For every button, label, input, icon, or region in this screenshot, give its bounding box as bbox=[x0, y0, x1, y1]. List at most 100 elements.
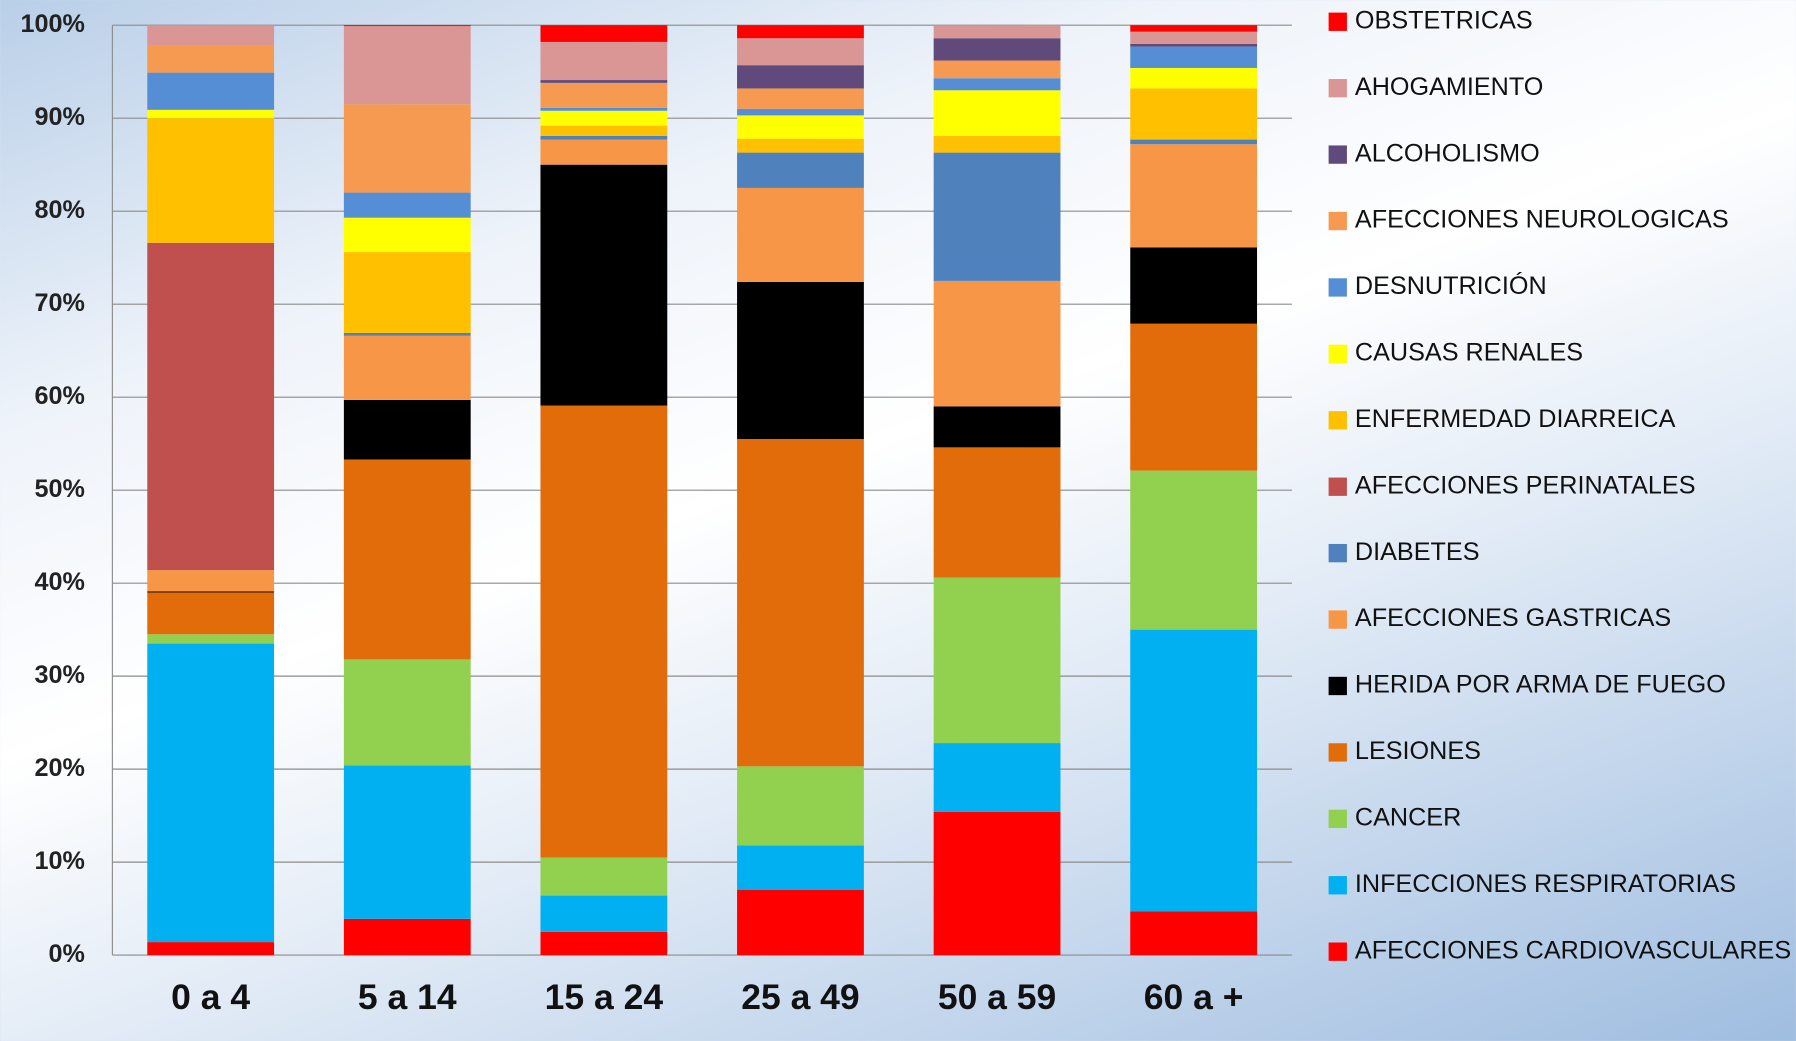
bar-segment bbox=[540, 82, 668, 108]
legend-label: ENFERMEDAD DIARREICA bbox=[1355, 405, 1676, 433]
bar-segment bbox=[1130, 911, 1258, 956]
bar-segment bbox=[343, 399, 471, 460]
bar-segment bbox=[1130, 470, 1258, 630]
bar-segment bbox=[737, 890, 864, 956]
bar-segment bbox=[343, 252, 471, 333]
bar-segment bbox=[540, 107, 668, 111]
bar-segment bbox=[540, 931, 668, 956]
bar-segment bbox=[1130, 31, 1258, 44]
bar-segment bbox=[933, 406, 1061, 448]
bar-segment bbox=[343, 332, 471, 336]
legend-label: AFECCIONES NEUROLOGICAS bbox=[1355, 206, 1729, 234]
bar-segment bbox=[147, 242, 275, 571]
y-tick-label: 70% bbox=[34, 289, 84, 317]
bar-segment bbox=[737, 187, 864, 282]
bar-segment bbox=[1130, 323, 1258, 471]
bar-segment bbox=[343, 26, 471, 105]
legend-swatch bbox=[1328, 676, 1347, 696]
bar-segment bbox=[147, 591, 275, 593]
legend-swatch bbox=[1328, 344, 1347, 364]
legend-label: DIABETES bbox=[1355, 538, 1480, 566]
legend-label: AFECCIONES PERINATALES bbox=[1355, 471, 1696, 499]
y-tick-label: 80% bbox=[34, 196, 84, 224]
bar-segment bbox=[343, 765, 471, 919]
bar-segment bbox=[540, 895, 668, 932]
bar-segment bbox=[147, 109, 275, 119]
bar-segment bbox=[147, 942, 275, 956]
legend-swatch bbox=[1328, 942, 1347, 961]
legend-swatch bbox=[1328, 543, 1347, 563]
bar-segment bbox=[147, 570, 275, 592]
legend-swatch bbox=[1328, 12, 1347, 31]
bar-segment bbox=[540, 164, 668, 406]
bar-segment bbox=[540, 135, 668, 140]
bar-segment bbox=[147, 592, 275, 635]
legend-swatch bbox=[1328, 278, 1347, 297]
bar-segment bbox=[933, 152, 1061, 281]
bar-segment bbox=[933, 38, 1061, 61]
bar-segment bbox=[1130, 25, 1258, 32]
bar-segment bbox=[147, 72, 275, 110]
bar-segment bbox=[343, 217, 471, 253]
legend-label: INFECCIONES RESPIRATORIAS bbox=[1355, 870, 1736, 898]
bar-segment bbox=[147, 643, 275, 943]
bar-segment bbox=[343, 192, 471, 218]
y-tick-label: 0% bbox=[48, 940, 84, 968]
bar-segment bbox=[540, 41, 668, 81]
bar-segment bbox=[1130, 43, 1258, 47]
legend-swatch bbox=[1328, 211, 1347, 231]
legend-label: DESNUTRICIÓN bbox=[1355, 271, 1547, 300]
x-tick-label: 50 a 59 bbox=[938, 977, 1056, 1017]
y-tick-label: 30% bbox=[34, 661, 84, 689]
legend-swatch bbox=[1328, 876, 1347, 895]
bar-segment bbox=[540, 125, 668, 136]
x-tick-label: 5 a 14 bbox=[358, 977, 457, 1017]
bar-segment bbox=[343, 659, 471, 766]
bar-segment bbox=[933, 447, 1061, 578]
x-tick-label: 0 a 4 bbox=[171, 977, 250, 1017]
bar-segment bbox=[737, 281, 864, 440]
legend-label: ALCOHOLISMO bbox=[1355, 139, 1540, 167]
bar-segment bbox=[737, 766, 864, 846]
bar-segment bbox=[933, 135, 1061, 153]
legend-swatch bbox=[1328, 809, 1347, 828]
bar-segment bbox=[933, 78, 1061, 91]
bar-segment bbox=[737, 152, 864, 188]
y-tick-label: 40% bbox=[34, 568, 84, 596]
bar-segment bbox=[933, 811, 1061, 956]
legend-swatch bbox=[1328, 477, 1347, 496]
legend-label: AFECCIONES GASTRICAS bbox=[1355, 604, 1671, 632]
bar-segment bbox=[933, 280, 1061, 407]
x-tick-label: 15 a 24 bbox=[545, 977, 664, 1017]
bar-segment bbox=[933, 90, 1061, 136]
bar-segment bbox=[540, 857, 668, 896]
bar-segment bbox=[343, 335, 471, 400]
bar-segment bbox=[147, 118, 275, 243]
bar-segment bbox=[933, 60, 1061, 79]
x-tick-label: 25 a 49 bbox=[741, 977, 859, 1017]
y-tick-label: 60% bbox=[34, 382, 84, 410]
bar-segment bbox=[933, 577, 1061, 744]
bar-segment bbox=[737, 108, 864, 116]
bar-segment bbox=[1130, 46, 1258, 68]
bar-segment bbox=[737, 115, 864, 139]
bar-segment bbox=[1130, 88, 1258, 140]
bar-segment bbox=[343, 25, 471, 27]
bar-segment bbox=[737, 88, 864, 109]
legend-swatch bbox=[1328, 79, 1347, 98]
y-tick-label: 90% bbox=[34, 103, 84, 131]
bar-segment bbox=[737, 138, 864, 153]
bar-segment bbox=[737, 845, 864, 891]
bar-segment bbox=[737, 38, 864, 66]
bar-segment bbox=[540, 25, 668, 42]
y-tick-label: 50% bbox=[34, 475, 84, 503]
bar-segment bbox=[737, 439, 864, 767]
legend-label: CANCER bbox=[1355, 803, 1461, 831]
bar-segment bbox=[540, 80, 668, 83]
legend-label: AFECCIONES CARDIOVASCULARES bbox=[1355, 936, 1791, 964]
bar-segment bbox=[540, 110, 668, 126]
legend-label: HERIDA POR ARMA DE FUEGO bbox=[1355, 671, 1726, 699]
bar-segment bbox=[343, 918, 471, 956]
